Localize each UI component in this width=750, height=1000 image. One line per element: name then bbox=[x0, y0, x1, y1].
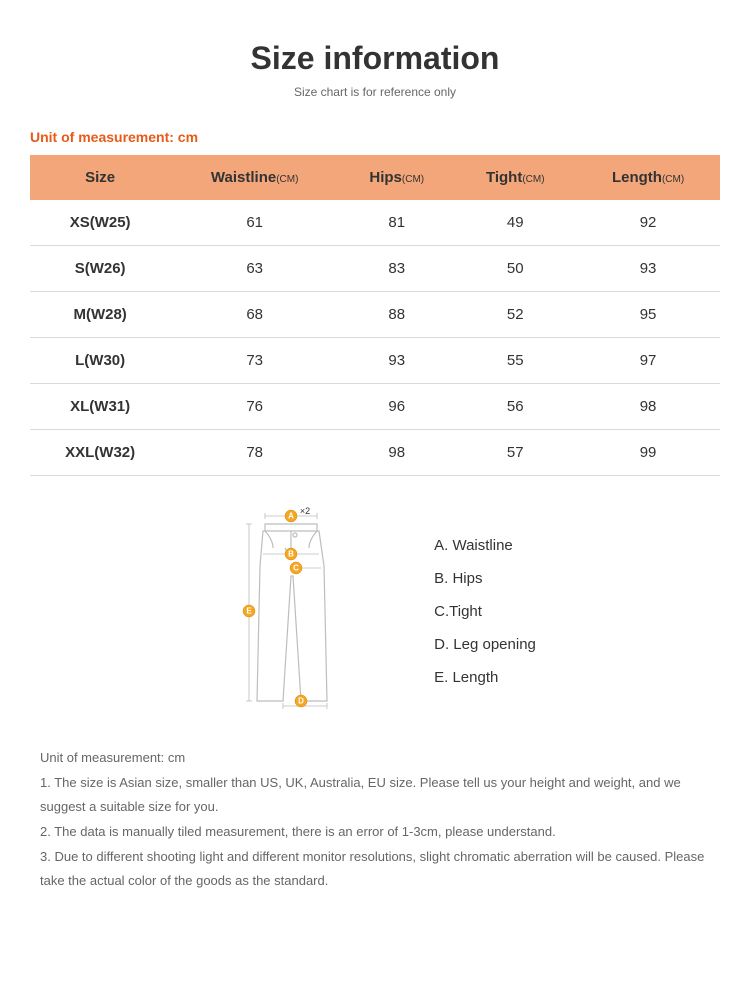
page-title: Size information bbox=[30, 40, 720, 77]
table-body: XS(W25)61814992S(W26)63835093M(W28)68885… bbox=[30, 200, 720, 476]
note-line: 2. The data is manually tiled measuremen… bbox=[40, 820, 710, 845]
table-row: XXL(W32)78985799 bbox=[30, 430, 720, 476]
table-header-cell: Waistline(CM) bbox=[170, 155, 339, 200]
marker-label-a: A bbox=[288, 512, 294, 521]
table-cell: M(W28) bbox=[30, 292, 170, 338]
notes-heading: Unit of measurement: cm bbox=[40, 746, 710, 771]
pants-diagram: ×2 A BC D E bbox=[214, 506, 384, 716]
table-cell: 57 bbox=[454, 430, 576, 476]
legend: A. WaistlineB. HipsC.TightD. Leg opening… bbox=[434, 529, 536, 694]
table-cell: XXL(W32) bbox=[30, 430, 170, 476]
table-cell: 61 bbox=[170, 200, 339, 246]
table-row: M(W28)68885295 bbox=[30, 292, 720, 338]
table-header-cell: Tight(CM) bbox=[454, 155, 576, 200]
marker-label-b: B bbox=[288, 550, 294, 559]
unit-label: Unit of measurement: cm bbox=[30, 129, 720, 145]
marker-label-c: C bbox=[293, 564, 299, 573]
marker-label-e: E bbox=[246, 607, 252, 616]
legend-item: B. Hips bbox=[434, 562, 536, 595]
table-row: XS(W25)61814992 bbox=[30, 200, 720, 246]
legend-item: A. Waistline bbox=[434, 529, 536, 562]
table-cell: 68 bbox=[170, 292, 339, 338]
table-cell: L(W30) bbox=[30, 338, 170, 384]
table-row: S(W26)63835093 bbox=[30, 246, 720, 292]
table-cell: 92 bbox=[576, 200, 720, 246]
table-header-cell: Size bbox=[30, 155, 170, 200]
legend-item: E. Length bbox=[434, 661, 536, 694]
multiply-label: ×2 bbox=[300, 506, 310, 516]
table-cell: 99 bbox=[576, 430, 720, 476]
table-cell: 97 bbox=[576, 338, 720, 384]
table-header-cell: Hips(CM) bbox=[339, 155, 454, 200]
table-cell: 49 bbox=[454, 200, 576, 246]
table-cell: 63 bbox=[170, 246, 339, 292]
legend-item: D. Leg opening bbox=[434, 628, 536, 661]
table-row: XL(W31)76965698 bbox=[30, 384, 720, 430]
table-cell: 55 bbox=[454, 338, 576, 384]
diagram-row: ×2 A BC D E A. WaistlineB. HipsC.TightD. Le… bbox=[30, 506, 720, 716]
table-cell: 93 bbox=[339, 338, 454, 384]
table-cell: 73 bbox=[170, 338, 339, 384]
note-line: 1. The size is Asian size, smaller than … bbox=[40, 771, 710, 820]
table-cell: 98 bbox=[339, 430, 454, 476]
table-cell: 56 bbox=[454, 384, 576, 430]
table-cell: 50 bbox=[454, 246, 576, 292]
table-row: L(W30)73935597 bbox=[30, 338, 720, 384]
table-cell: 52 bbox=[454, 292, 576, 338]
table-cell: 83 bbox=[339, 246, 454, 292]
table-header-row: SizeWaistline(CM)Hips(CM)Tight(CM)Length… bbox=[30, 155, 720, 200]
page-subtitle: Size chart is for reference only bbox=[30, 85, 720, 99]
table-cell: XL(W31) bbox=[30, 384, 170, 430]
table-cell: 88 bbox=[339, 292, 454, 338]
table-cell: 98 bbox=[576, 384, 720, 430]
table-cell: 96 bbox=[339, 384, 454, 430]
table-cell: 95 bbox=[576, 292, 720, 338]
table-cell: 76 bbox=[170, 384, 339, 430]
table-cell: 78 bbox=[170, 430, 339, 476]
table-cell: XS(W25) bbox=[30, 200, 170, 246]
note-line: 3. Due to different shooting light and d… bbox=[40, 845, 710, 894]
table-cell: S(W26) bbox=[30, 246, 170, 292]
table-cell: 93 bbox=[576, 246, 720, 292]
size-table: SizeWaistline(CM)Hips(CM)Tight(CM)Length… bbox=[30, 155, 720, 476]
notes: Unit of measurement: cm 1. The size is A… bbox=[30, 746, 720, 894]
table-cell: 81 bbox=[339, 200, 454, 246]
table-header-cell: Length(CM) bbox=[576, 155, 720, 200]
marker-label-d: D bbox=[298, 697, 304, 706]
legend-item: C.Tight bbox=[434, 595, 536, 628]
